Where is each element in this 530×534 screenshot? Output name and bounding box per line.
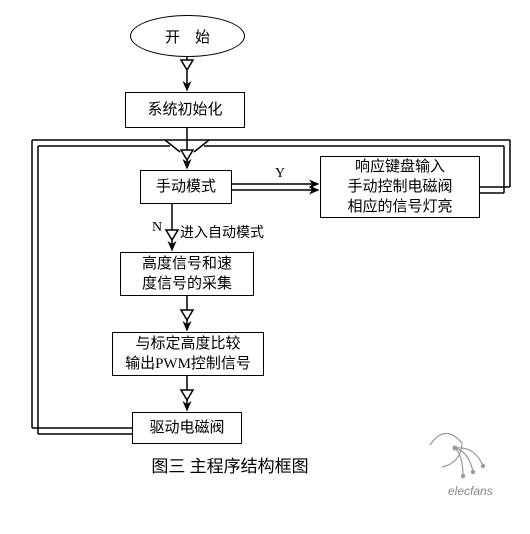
watermark-text: elecfans [448, 484, 493, 498]
node-collect: 高度信号和速 度信号的采集 [120, 252, 254, 296]
node-compare-label: 与标定高度比较 输出PWM控制信号 [125, 334, 251, 375]
node-start: 开 始 [130, 15, 245, 57]
node-drive: 驱动电磁阀 [132, 412, 242, 444]
node-collect-label: 高度信号和速 度信号的采集 [142, 254, 232, 295]
node-manual-label: 响应键盘输入 手动控制电磁阀 相应的信号灯亮 [347, 157, 452, 218]
node-mode-label: 手动模式 [156, 177, 216, 197]
node-compare: 与标定高度比较 输出PWM控制信号 [112, 332, 264, 376]
node-drive-label: 驱动电磁阀 [149, 418, 224, 438]
flowchart-canvas: 开 始 系统初始化 手动模式 响应键盘输入 手动控制电磁阀 相应的信号灯亮 高度… [0, 0, 530, 534]
node-init: 系统初始化 [125, 92, 245, 128]
node-manual: 响应键盘输入 手动控制电磁阀 相应的信号灯亮 [320, 156, 480, 218]
label-yes: Y [275, 166, 285, 182]
node-init-label: 系统初始化 [147, 100, 222, 120]
figure-caption: 图三 主程序结构框图 [120, 452, 340, 477]
node-start-label: 开 始 [165, 26, 210, 47]
label-auto: 进入自动模式 [180, 222, 264, 242]
label-no: N [152, 220, 162, 236]
node-mode: 手动模式 [140, 170, 232, 204]
